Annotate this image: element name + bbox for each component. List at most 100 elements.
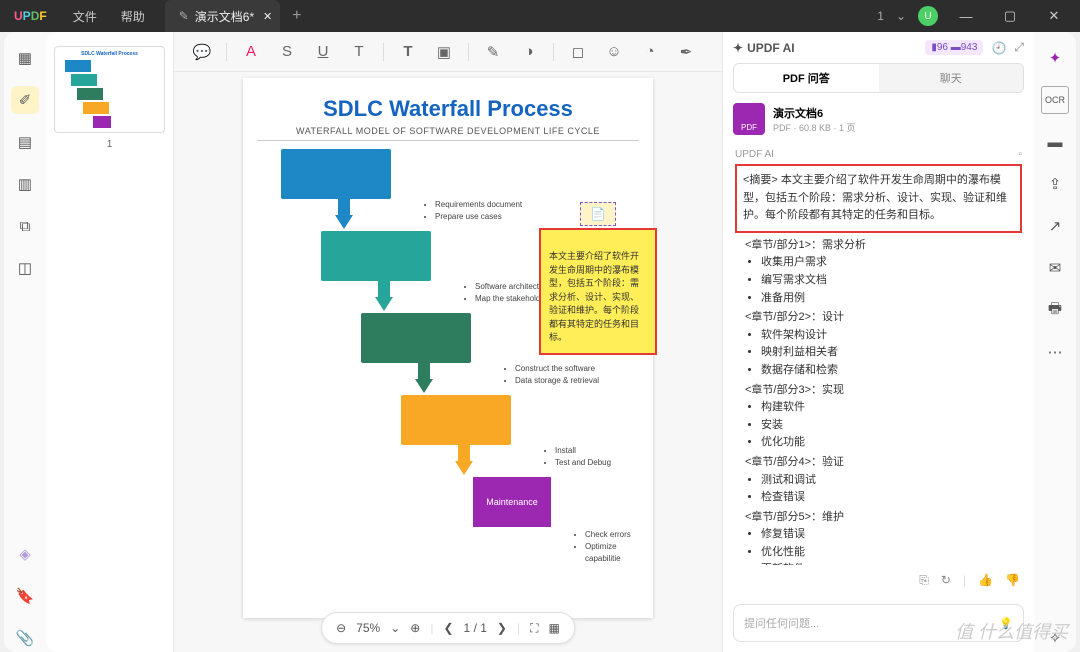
thumbs-down-icon[interactable]: 👎 xyxy=(1005,573,1020,588)
history-icon[interactable]: 🕘 xyxy=(991,41,1006,55)
strike-icon[interactable]: S xyxy=(275,40,299,64)
canvas-area: 💬 A S U T T ▣ ✎ ◑ ◻ ☺ ◔ ✒ SDLC Waterfall… xyxy=(174,32,722,652)
ai-section-header: <章节/部分2>：设计 xyxy=(735,309,1022,327)
page-subtitle: WATERFALL MODEL OF SOFTWARE DEVELOPMENT … xyxy=(257,126,639,141)
ai-section-header: <章节/部分5>：维护 xyxy=(735,509,1022,527)
sticker-icon[interactable]: ☺ xyxy=(602,40,626,64)
crop-icon[interactable]: ◫ xyxy=(11,254,39,282)
annotation-toolbar: 💬 A S U T T ▣ ✎ ◑ ◻ ☺ ◔ ✒ xyxy=(174,32,722,72)
sign-icon[interactable]: ✒ xyxy=(674,40,698,64)
highlight-tool-icon[interactable]: A xyxy=(239,40,263,64)
stage-box xyxy=(361,313,471,363)
thumbnail-panel: SDLC Waterfall Process 1 xyxy=(46,32,174,652)
titlebar: UPDF 文件 帮助 ✎ 演示文档6* ✕ + 1 ⌄ U — ▢ ✕ xyxy=(0,0,1080,32)
page-title: SDLC Waterfall Process xyxy=(257,96,639,122)
prev-page-button[interactable]: ❮ xyxy=(443,621,453,635)
doc-name: 演示文档6 xyxy=(773,105,856,121)
zoom-in-button[interactable]: ⊕ xyxy=(410,621,420,635)
page-controls: ⊖ 75% ⌄ ⊕ | ❮ 1 / 1 ❯ | ⛶ ▦ xyxy=(321,612,575,644)
ai-toggle-icon[interactable]: ✦ xyxy=(1041,44,1069,72)
ai-panel: ✦ UPDF AI ▮96 ▬943 🕘 ⤢ PDF 问答 聊天 PDF 演示文… xyxy=(722,32,1034,652)
minimize-button[interactable]: — xyxy=(950,9,982,24)
email-icon[interactable]: ✉ xyxy=(1041,254,1069,282)
ai-section-header: <章节/部分4>：验证 xyxy=(735,454,1022,472)
stack-icon[interactable]: ◈ xyxy=(11,540,39,568)
pen-icon[interactable]: ✎ xyxy=(481,40,505,64)
thumbs-up-icon[interactable]: 👍 xyxy=(978,573,993,588)
close-window-button[interactable]: ✕ xyxy=(1038,8,1070,24)
eraser-icon[interactable]: ◑ xyxy=(517,40,541,64)
view-mode-icon[interactable]: ▦ xyxy=(549,621,560,635)
version-label: 1 xyxy=(877,9,884,23)
left-toolbar: ▦ ✐ ▤ ▥ ⧉ ◫ ◈ 🔖 📎 xyxy=(4,32,46,652)
page-indicator: 1 / 1 xyxy=(464,621,487,635)
thumbnails-icon[interactable]: ▦ xyxy=(11,44,39,72)
ocr-icon[interactable]: OCR xyxy=(1041,86,1069,114)
ai-brand: ✦ UPDF AI xyxy=(733,41,795,55)
pdf-icon: PDF xyxy=(733,103,765,135)
pencil-icon: ✎ xyxy=(179,9,189,23)
doc-meta: PDF · 60.8 KB · 1 页 xyxy=(773,121,856,134)
underline-icon[interactable]: U xyxy=(311,40,335,64)
zoom-out-button[interactable]: ⊖ xyxy=(336,621,346,635)
right-toolbar: ✦ OCR ▬ ⇪ ↗ ✉ 🖶 ⋯ ✧ xyxy=(1034,32,1076,652)
export-icon[interactable]: ⇪ xyxy=(1041,170,1069,198)
fit-icon[interactable]: ⛶ xyxy=(530,621,538,636)
stage-box xyxy=(281,149,391,199)
stage-box xyxy=(321,231,431,281)
ai-response-label: UPDF AI xyxy=(735,149,774,160)
user-avatar[interactable]: U xyxy=(918,6,938,26)
close-tab-icon[interactable]: ✕ xyxy=(263,10,272,23)
stage-box xyxy=(401,395,511,445)
next-page-button[interactable]: ❯ xyxy=(497,621,507,635)
ai-section-header: <章节/部分1>：需求分析 xyxy=(735,237,1022,255)
more-icon[interactable]: ⋯ xyxy=(1041,338,1069,366)
stamp-icon[interactable]: ◔ xyxy=(638,40,662,64)
sticky-note[interactable]: 📄 本文主要介绍了软件开发生命周期中的瀑布模型，包括五个阶段：需求分析、设计、实… xyxy=(539,228,657,355)
app-logo: UPDF xyxy=(0,9,61,23)
copy-icon[interactable]: ⎘ xyxy=(919,573,929,588)
shape-icon[interactable]: ◻ xyxy=(566,40,590,64)
stage-bullets: Construct the softwareData storage & ret… xyxy=(505,363,599,387)
stage-bullets: Requirements documentPrepare use cases xyxy=(425,199,522,223)
page-thumbnail[interactable]: SDLC Waterfall Process xyxy=(54,46,165,133)
organize-icon[interactable]: ⧉ xyxy=(11,212,39,240)
menu-file[interactable]: 文件 xyxy=(61,8,109,25)
zoom-dropdown-icon[interactable]: ⌄ xyxy=(390,621,400,635)
highlight-icon[interactable]: ✐ xyxy=(11,86,39,114)
regenerate-icon[interactable]: ↻ xyxy=(941,573,951,588)
comment-icon[interactable]: 💬 xyxy=(190,40,214,64)
zoom-level: 75% xyxy=(356,621,380,635)
maximize-button[interactable]: ▢ xyxy=(994,8,1026,24)
attachment-icon[interactable]: 📎 xyxy=(11,624,39,652)
text-icon[interactable]: T xyxy=(396,40,420,64)
tab-chat[interactable]: 聊天 xyxy=(879,64,1024,92)
menu-help[interactable]: 帮助 xyxy=(109,8,157,25)
share-icon[interactable]: ↗ xyxy=(1041,212,1069,240)
textbox-icon[interactable]: ▣ xyxy=(432,40,456,64)
token-badge: ▮96 ▬943 xyxy=(925,40,983,55)
note-icon: 📄 xyxy=(580,202,616,226)
layers-icon[interactable]: ▥ xyxy=(11,170,39,198)
new-tab-button[interactable]: + xyxy=(280,7,313,25)
watermark: 值 什么值得买 xyxy=(955,618,1068,644)
squiggle-icon[interactable]: T xyxy=(347,40,371,64)
bookmark-icon[interactable]: 🔖 xyxy=(11,582,39,610)
tab-pdf-qa[interactable]: PDF 问答 xyxy=(734,64,879,92)
tab-label: 演示文档6* xyxy=(195,8,254,25)
document-tab[interactable]: ✎ 演示文档6* ✕ xyxy=(165,0,280,32)
stage-bullets: InstallTest and Debug xyxy=(545,445,611,469)
ai-section-header: <章节/部分3>：实现 xyxy=(735,382,1022,400)
copy-block-icon[interactable]: ▫ xyxy=(1018,149,1022,160)
ai-response-body: <摘要> 本文主要介绍了软件开发生命周期中的瀑布模型，包括五个阶段：需求分析、设… xyxy=(723,164,1034,565)
doc-card[interactable]: PDF 演示文档6 PDF · 60.8 KB · 1 页 xyxy=(733,103,1024,135)
chevron-down-icon[interactable]: ⌄ xyxy=(896,9,906,23)
redact-icon[interactable]: ▬ xyxy=(1041,128,1069,156)
thumbnail-number: 1 xyxy=(54,139,165,150)
maintenance-box: Maintenance xyxy=(473,477,551,527)
document-page: SDLC Waterfall Process WATERFALL MODEL O… xyxy=(243,78,653,618)
expand-icon[interactable]: ⤢ xyxy=(1014,40,1024,55)
page-icon[interactable]: ▤ xyxy=(11,128,39,156)
print-icon[interactable]: 🖶 xyxy=(1041,296,1069,324)
ai-abstract: <摘要> 本文主要介绍了软件开发生命周期中的瀑布模型，包括五个阶段：需求分析、设… xyxy=(735,164,1022,233)
